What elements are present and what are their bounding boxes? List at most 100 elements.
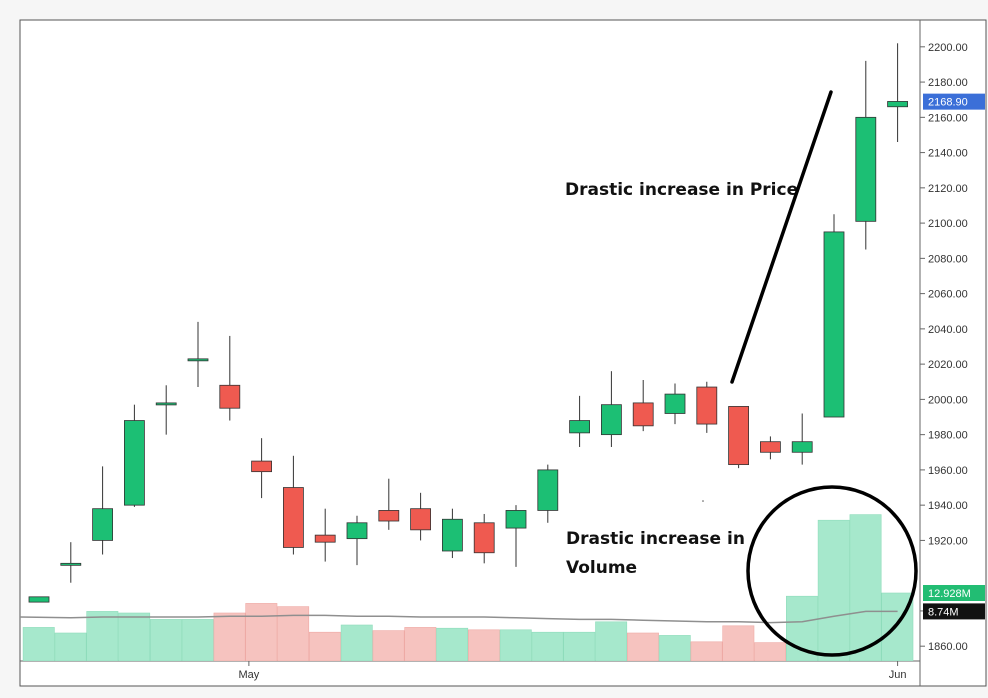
- y-tick-label: 2100.00: [928, 218, 968, 230]
- candle-body: [760, 441, 781, 453]
- candle: [378, 478, 400, 530]
- candle-body: [696, 386, 718, 425]
- stray-dot: [702, 500, 704, 502]
- candle-body: [823, 231, 845, 418]
- volume-tag-box: [923, 585, 985, 601]
- candle-body: [791, 441, 813, 453]
- candle: [537, 464, 559, 523]
- candle-body: [282, 487, 304, 548]
- candle: [632, 379, 654, 432]
- volume-bar: [213, 612, 246, 661]
- y-tick-label: 2120.00: [928, 183, 968, 195]
- candle-body: [537, 469, 559, 511]
- candle: [887, 43, 908, 143]
- candle-body: [855, 116, 877, 222]
- volume-bar: [626, 632, 659, 661]
- volume-bar: [86, 611, 119, 661]
- y-tick-label: 2000.00: [928, 394, 968, 406]
- volume-bar: [340, 624, 373, 661]
- candle: [569, 395, 590, 447]
- volume-bar: [467, 629, 500, 661]
- candle-layer: [28, 43, 908, 603]
- volume-bar: [372, 630, 405, 661]
- candle: [92, 466, 113, 555]
- candle-body: [632, 402, 654, 427]
- candle-body: [378, 510, 400, 522]
- y-tick-label: 2020.00: [928, 359, 968, 371]
- volume-average-line: [20, 610, 898, 624]
- y-tick-label: 2160.00: [928, 112, 968, 124]
- volume-bar: [563, 631, 596, 661]
- candle: [187, 321, 209, 388]
- candle: [601, 371, 622, 447]
- last-price-tag-label: 2168.90: [928, 97, 968, 109]
- candle-body: [92, 508, 113, 541]
- candle-body: [505, 510, 527, 529]
- y-tick-label: 1940.00: [928, 500, 968, 512]
- y-tick-label: 2080.00: [928, 253, 968, 265]
- candle-body: [441, 518, 463, 552]
- candle-body: [346, 522, 368, 540]
- y-tick-label: 2180.00: [928, 77, 968, 89]
- candle: [251, 438, 273, 499]
- volume-bar: [118, 612, 151, 661]
- candle-body: [314, 534, 336, 543]
- x-tick-label: May: [238, 669, 259, 681]
- candle-body: [664, 393, 686, 414]
- candle-body: [251, 460, 273, 473]
- candle: [282, 455, 304, 555]
- candle: [28, 596, 50, 603]
- candle: [823, 214, 845, 418]
- volume-bar: [150, 619, 182, 661]
- volume-layer: [22, 514, 914, 661]
- volume-bar: [849, 514, 882, 661]
- y-tick-label: 1860.00: [928, 641, 968, 653]
- candle: [696, 381, 718, 433]
- candle: [855, 60, 877, 250]
- volume-bar: [531, 631, 564, 661]
- volume-bar: [54, 632, 87, 661]
- candle: [505, 505, 527, 567]
- y-tick-label: 2200.00: [928, 42, 968, 54]
- y-tick-label: 2040.00: [928, 324, 968, 336]
- candle: [728, 406, 749, 469]
- candle-body: [60, 562, 82, 566]
- candle-body: [28, 596, 50, 603]
- candle: [155, 385, 177, 435]
- volume-bar: [404, 627, 437, 661]
- y-tick-label: 1920.00: [928, 535, 968, 547]
- candle-body: [155, 402, 177, 406]
- volume-bar: [245, 603, 278, 661]
- volume-bar: [436, 627, 469, 661]
- x-tick-label: Jun: [889, 669, 907, 681]
- candle-body: [601, 404, 622, 436]
- y-tick-label: 1960.00: [928, 465, 968, 477]
- axis-layer: 2200.00 2180.00 2160.00 2140.00 2120.00 2100.…: [238, 42, 985, 681]
- candle: [473, 513, 495, 564]
- volume-annotation-line2: Volume: [566, 558, 637, 578]
- volume-highlight-circle: [746, 485, 918, 657]
- volume-average-tag-label: 8.74M: [928, 606, 959, 618]
- candle: [219, 335, 241, 421]
- candle-body: [569, 420, 590, 434]
- volume-bar: [722, 625, 755, 661]
- volume-average-layer: [20, 610, 898, 624]
- price-annotation: Drastic increase in Price: [565, 180, 798, 200]
- candle: [124, 404, 145, 507]
- candle: [664, 383, 686, 425]
- candle-body: [219, 384, 241, 409]
- volume-annotation-line1: Drastic increase in: [566, 529, 745, 549]
- volume-average-tag: 8.74M: [923, 603, 985, 620]
- volume-bar: [658, 635, 691, 661]
- volume-bar: [308, 631, 341, 661]
- volume-bar: [690, 641, 723, 661]
- volume-tag-label: 12.928M: [928, 588, 971, 600]
- volume-bar: [22, 627, 55, 661]
- candle: [441, 508, 463, 559]
- volume-bar: [181, 619, 214, 661]
- volume-average-tag-box: [923, 603, 985, 620]
- volume-bar: [754, 642, 787, 661]
- candle: [314, 508, 336, 562]
- y-tick-label: 1980.00: [928, 430, 968, 442]
